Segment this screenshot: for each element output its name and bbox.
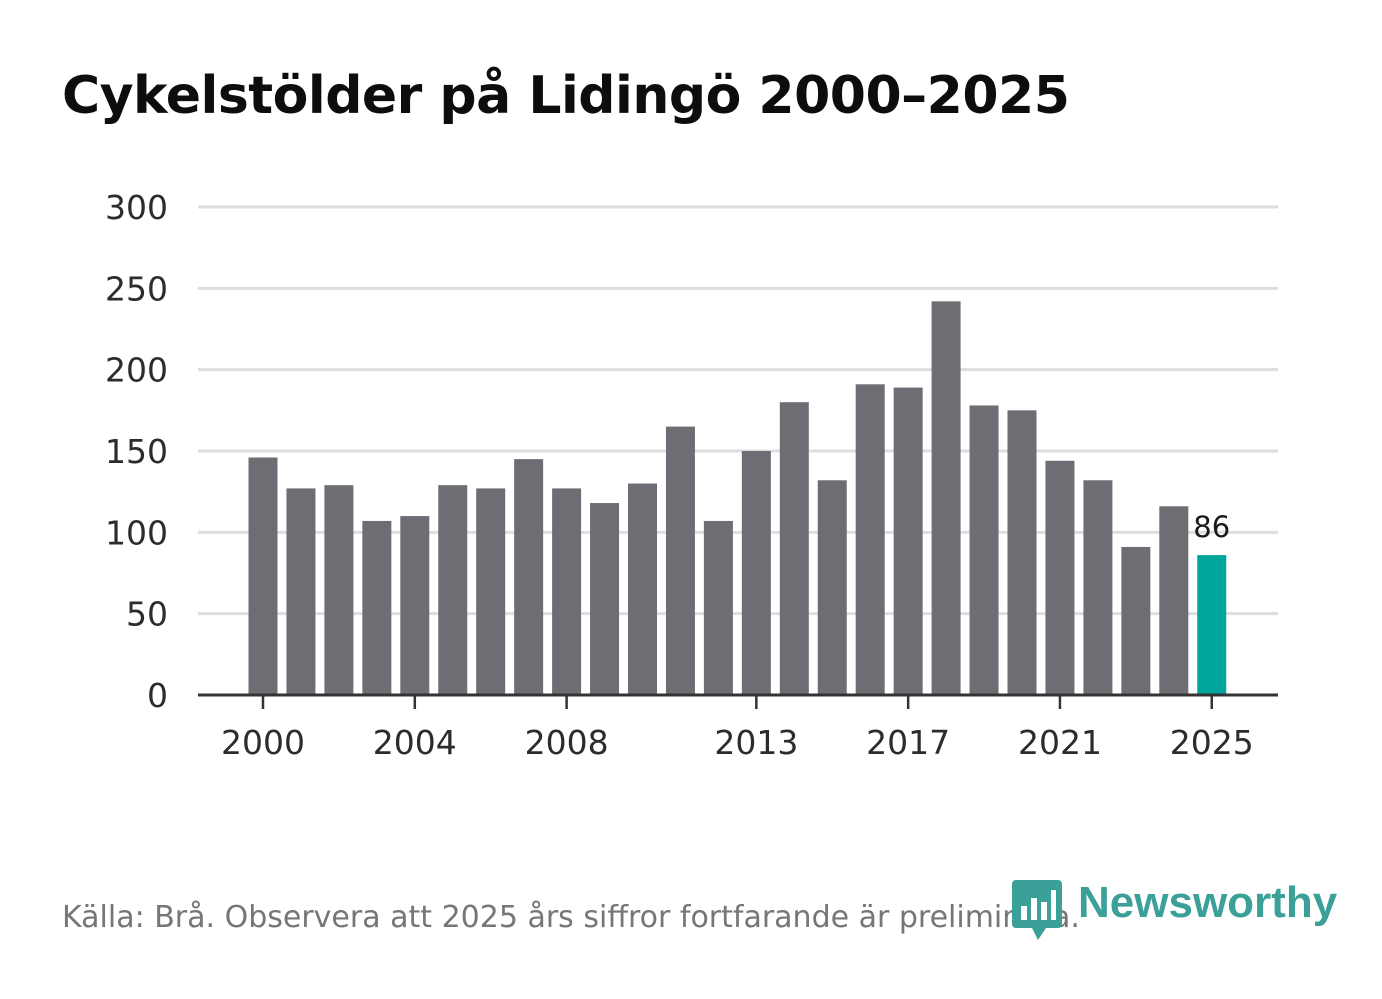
- bar-2010: [628, 483, 657, 695]
- bar-2009: [590, 503, 620, 695]
- bar-2002: [324, 485, 354, 695]
- y-tick-label-0: 0: [147, 676, 168, 715]
- bar-2013: [741, 451, 771, 695]
- x-tick-label-2013: 2013: [714, 723, 798, 762]
- bar-2003: [362, 520, 392, 695]
- brand-name: Newsworthy: [1078, 878, 1338, 927]
- bar-2012: [703, 520, 733, 695]
- data-labels: 86: [1193, 510, 1230, 544]
- data-label-2025: 86: [1193, 510, 1230, 544]
- y-tick-label-300: 300: [105, 188, 168, 227]
- chart-title: Cykelstölder på Lidingö 2000–2025: [62, 66, 1070, 126]
- x-tick-label-2004: 2004: [373, 723, 457, 762]
- x-tick-label-2021: 2021: [1018, 723, 1102, 762]
- bar-2000: [248, 457, 278, 695]
- bar-2021: [1045, 460, 1075, 695]
- bar-2004: [400, 516, 430, 695]
- bar-2001: [286, 488, 316, 695]
- x-tick-label-2025: 2025: [1170, 723, 1254, 762]
- y-tick-label-200: 200: [105, 351, 168, 390]
- x-tick-label-2008: 2008: [525, 723, 609, 762]
- bar-2025: [1197, 555, 1227, 695]
- bar-2011: [665, 426, 695, 695]
- newsworthy-logo: Newsworthy: [1012, 880, 1337, 940]
- bars: [248, 301, 1227, 695]
- bar-2016: [855, 384, 885, 695]
- y-tick-label-100: 100: [105, 513, 168, 552]
- bar-2023: [1121, 546, 1151, 695]
- bar-2017: [893, 387, 923, 695]
- bar-2022: [1083, 480, 1113, 695]
- bar-2019: [969, 405, 999, 695]
- bar-2008: [552, 488, 582, 695]
- y-tick-label-50: 50: [126, 595, 168, 634]
- bar-2006: [476, 488, 506, 695]
- x-tick-label-2000: 2000: [221, 723, 305, 762]
- bar-2024: [1159, 506, 1189, 695]
- grid-lines: [198, 205, 1278, 616]
- source-note: Källa: Brå. Observera att 2025 års siffr…: [62, 900, 1080, 935]
- y-tick-label-150: 150: [105, 432, 168, 471]
- bar-2014: [779, 402, 809, 695]
- bar-2020: [1007, 410, 1037, 695]
- y-tick-label-250: 250: [105, 269, 168, 308]
- bar-2018: [931, 301, 961, 695]
- y-axis-tick-labels: 0 50 100 150 200 250 300: [105, 188, 168, 715]
- bar-2005: [438, 485, 468, 695]
- x-axis-tick-labels: 2000 2004 2008 2013 2017 2021 2025: [221, 723, 1254, 762]
- x-tick-label-2017: 2017: [866, 723, 950, 762]
- bar-2007: [514, 459, 544, 695]
- bar-chart-logo-icon: [1012, 880, 1062, 940]
- bar-2015: [817, 480, 847, 695]
- x-axis-ticks: [261, 695, 1213, 709]
